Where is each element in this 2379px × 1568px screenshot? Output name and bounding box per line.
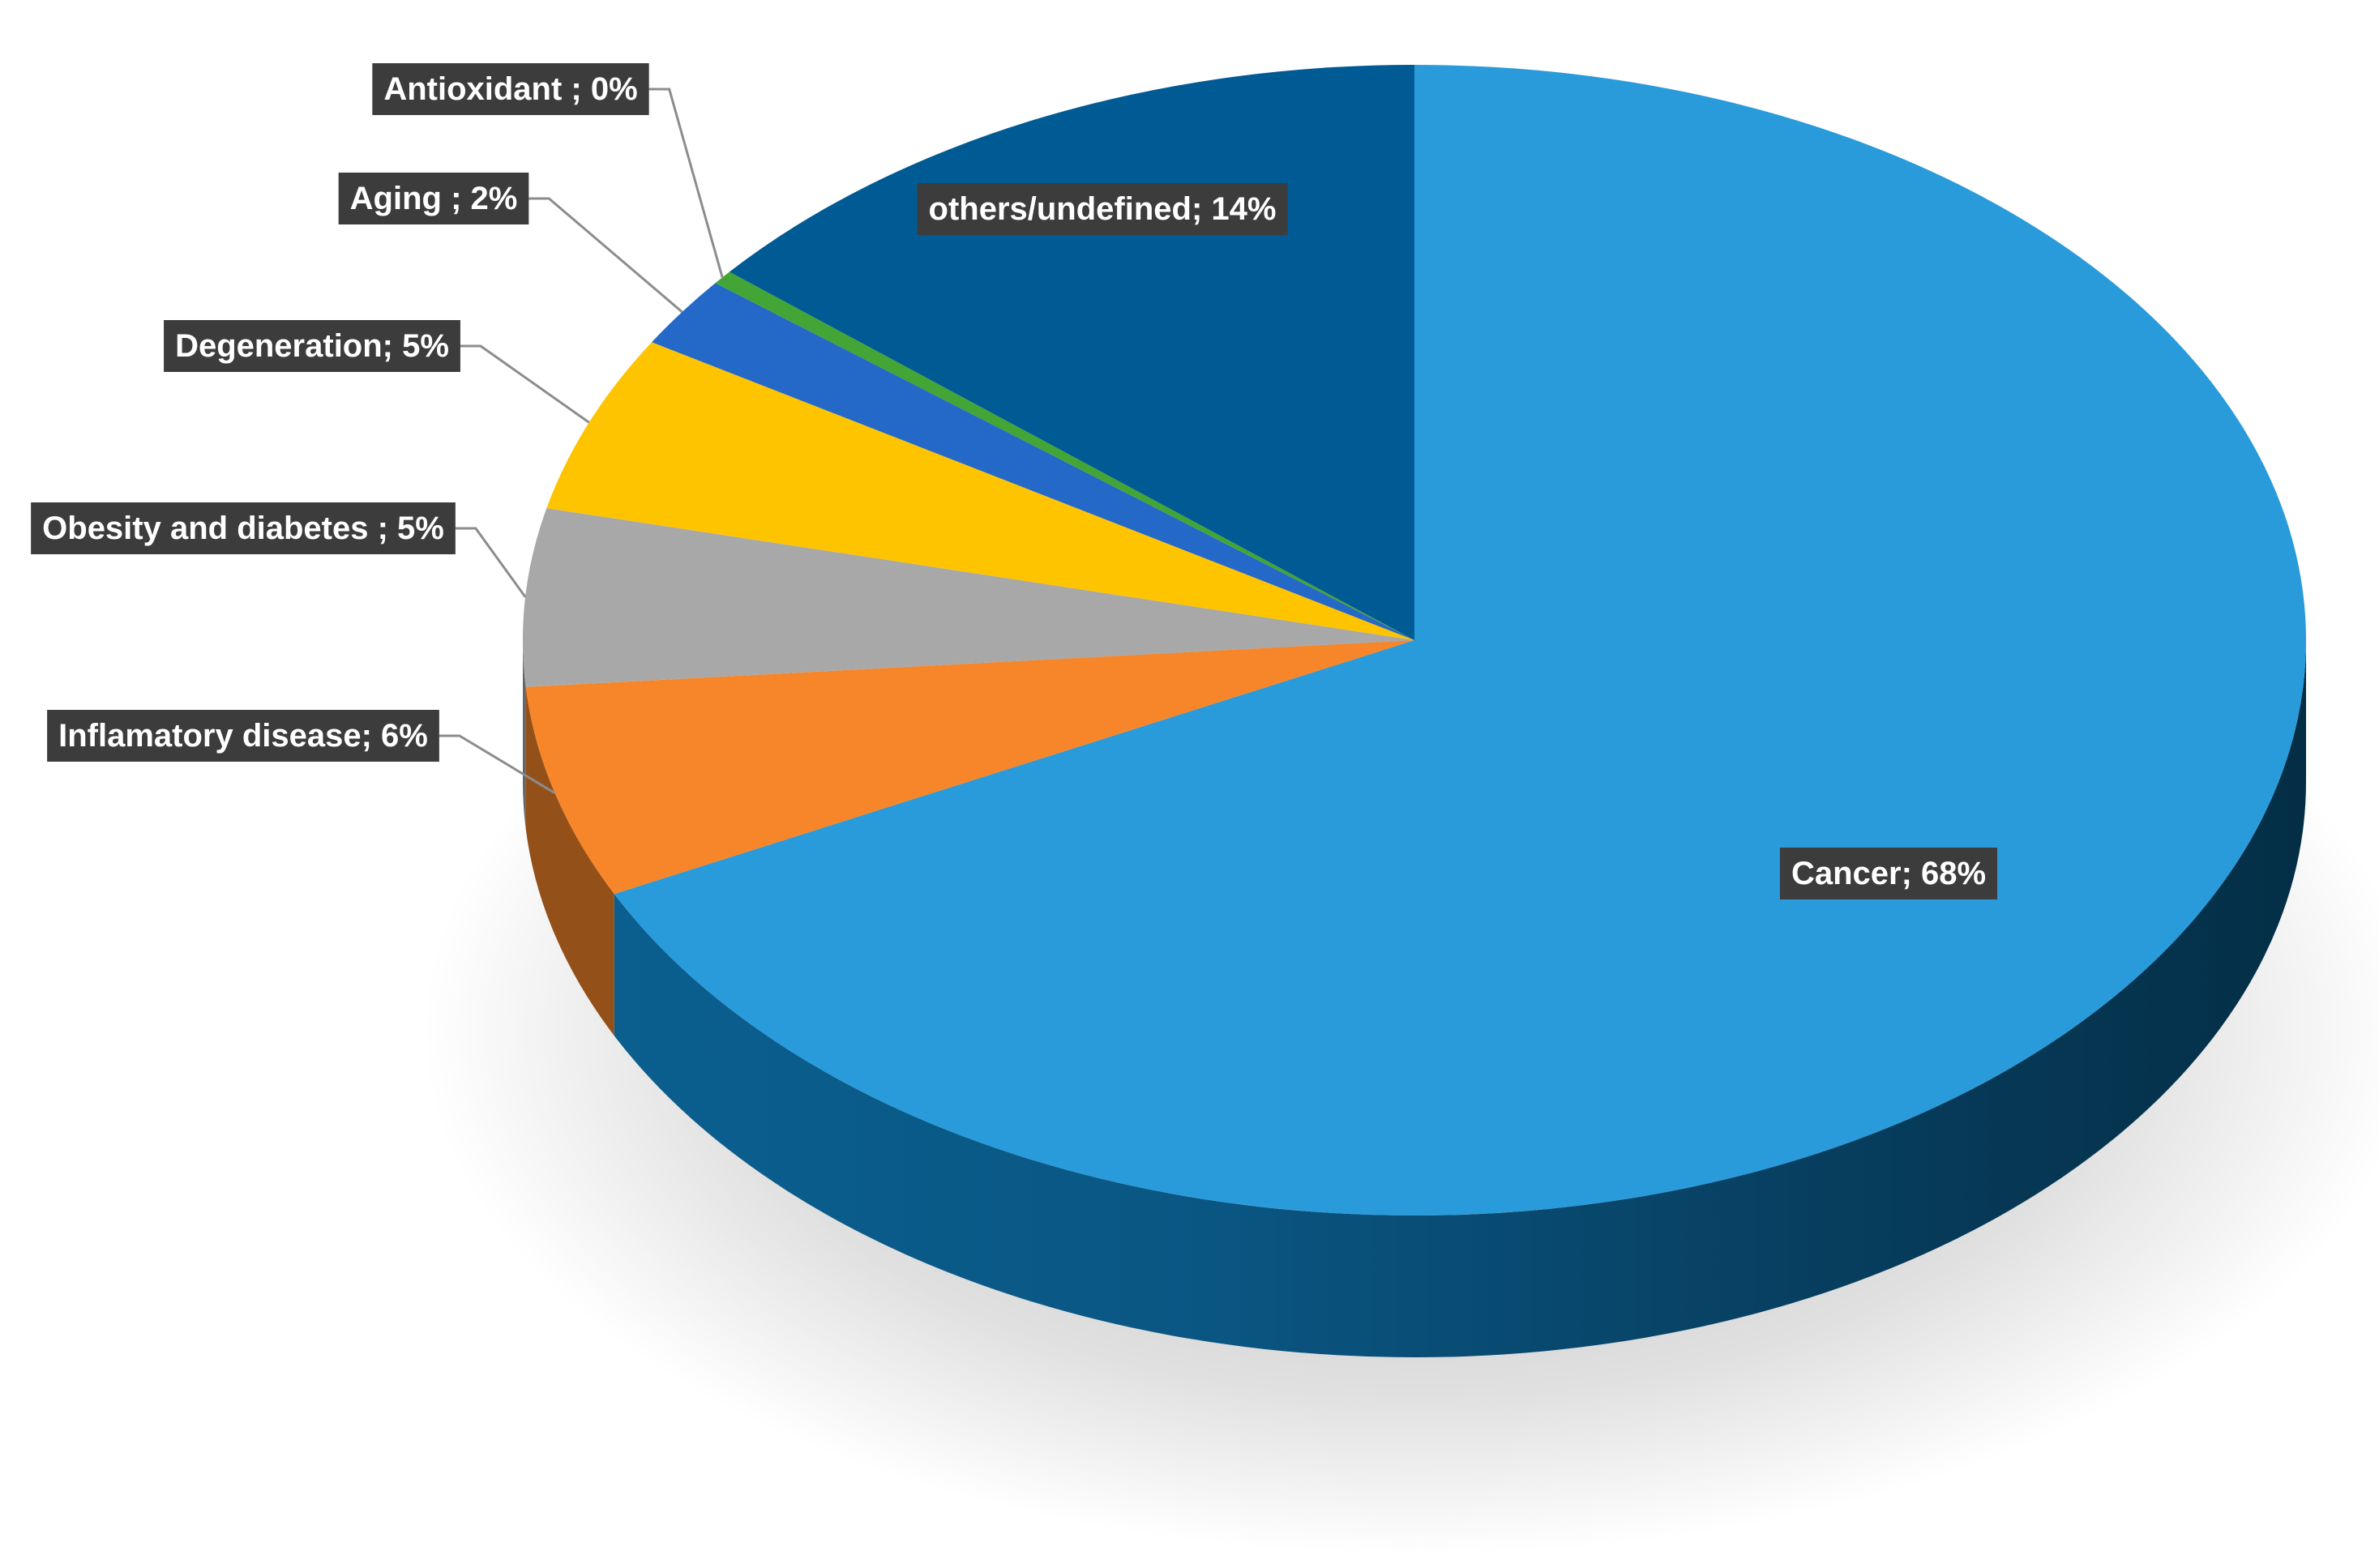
pie-side-inflamatory-disease bbox=[525, 686, 614, 1036]
data-label-box-others-undefined bbox=[917, 183, 1288, 235]
pie-slice-antioxidant bbox=[715, 271, 1414, 640]
pie-side-obesity-and-diabetes bbox=[523, 640, 526, 829]
pie-slice-aging bbox=[652, 283, 1414, 640]
data-label-inflamatory-disease: Inflamatory disease; 6% bbox=[58, 718, 428, 754]
leader-line-aging bbox=[528, 197, 683, 314]
data-label-box-cancer bbox=[1779, 848, 1998, 899]
data-label-degeneration: Degeneration; 5% bbox=[175, 328, 449, 364]
data-label-cancer: Cancer; 68% bbox=[1791, 856, 1986, 891]
leader-line-antioxidant bbox=[648, 88, 724, 278]
data-label-box-obesity-and-diabetes bbox=[31, 502, 456, 554]
data-label-antioxidant: Antioxidant ; 0% bbox=[383, 71, 637, 107]
leader-line-obesity-and-diabetes bbox=[455, 527, 527, 598]
leader-line-inflamatory-disease bbox=[439, 734, 556, 795]
pie-top bbox=[522, 65, 2306, 1216]
data-labels: Cancer; 68% Inflamatory disease; 6% Obesit… bbox=[31, 63, 1998, 899]
data-label-obesity-and-diabetes: Obesity and diabetes ; 5% bbox=[42, 511, 444, 546]
data-label-others-undefined: others/undefined; 14% bbox=[929, 191, 1277, 227]
leader-line-degeneration bbox=[460, 344, 590, 424]
data-label-box-aging bbox=[338, 173, 529, 224]
pie-slice-degeneration bbox=[546, 342, 1414, 640]
pie-side-cancer bbox=[614, 640, 2306, 1357]
pie-sides bbox=[523, 640, 2306, 1357]
leader-lines bbox=[439, 88, 724, 795]
data-label-aging: Aging ; 2% bbox=[350, 181, 518, 216]
pie-slice-inflamatory-disease bbox=[525, 640, 1414, 895]
data-label-box-degeneration bbox=[164, 320, 460, 372]
data-label-box-inflamatory-disease bbox=[47, 710, 439, 762]
data-label-box-antioxidant bbox=[372, 63, 649, 115]
pie-slice-obesity-and-diabetes bbox=[522, 508, 1414, 687]
pie-slice-cancer bbox=[614, 65, 2306, 1216]
